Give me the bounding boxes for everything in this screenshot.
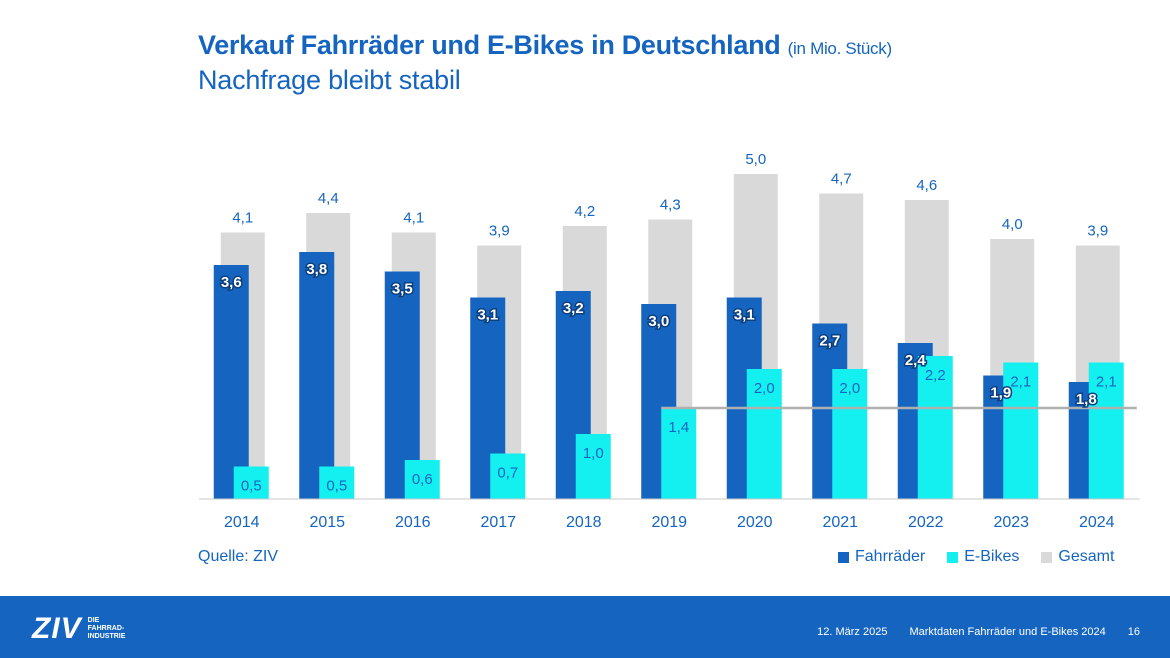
source-note: Quelle: ZIV [198,548,279,565]
x-tick-2021: 2021 [822,514,858,531]
label-gesamt-2021: 4,7 [831,171,852,188]
label-fahrraeder-2022: 2,4 [905,352,927,369]
label-ebikes-2024: 2,1 [1096,374,1117,391]
label-fahrraeder-2023: 1,9 [990,385,1011,402]
label-gesamt-2019: 4,3 [660,197,681,214]
bar-ebikes-2020 [746,369,782,499]
legend: Fahrräder E-Bikes Gesamt [838,548,1114,566]
label-fahrraeder-2015: 3,8 [306,261,327,278]
label-ebikes-2018: 1,0 [583,445,604,462]
x-tick-2023: 2023 [993,514,1029,531]
bar-ebikes-2022 [917,356,953,499]
label-fahrraeder-2016: 3,5 [392,281,413,298]
label-gesamt-2016: 4,1 [403,210,424,227]
bar-ebikes-2016 [404,460,440,499]
legend-item-fahrraeder: Fahrräder [838,548,925,566]
label-ebikes-2017: 0,7 [497,465,518,482]
label-ebikes-2016: 0,6 [412,471,433,488]
chart-title-unit: (in Mio. Stück) [787,39,892,58]
label-fahrraeder-2024: 1,8 [1076,391,1097,408]
bar-ebikes-2024 [1088,362,1124,499]
label-gesamt-2023: 4,0 [1002,216,1023,233]
logo-line-2: FAHRRAD- [87,625,125,632]
bar-ebikes-2017 [490,453,526,499]
bar-ebikes-2015 [319,466,355,499]
label-fahrraeder-2014: 3,6 [221,274,242,291]
x-tick-2020: 2020 [737,514,773,531]
legend-label-gesamt: Gesamt [1058,548,1115,565]
chart-subtitle: Nachfrage bleibt stabil [198,65,461,95]
legend-item-gesamt: Gesamt [1041,548,1114,566]
x-tick-2015: 2015 [309,514,345,531]
legend-label-ebikes: E-Bikes [964,548,1020,565]
x-tick-2018: 2018 [566,514,602,531]
label-gesamt-2024: 3,9 [1087,223,1108,240]
x-tick-2022: 2022 [908,514,944,531]
x-tick-2024: 2024 [1079,514,1115,531]
bar-fahrraeder-2014 [213,265,249,499]
legend-label-fahrraeder: Fahrräder [855,548,926,565]
label-ebikes-2020: 2,0 [754,380,775,397]
x-tick-2016: 2016 [395,514,431,531]
label-fahrraeder-2018: 3,2 [563,300,584,317]
page-number: 16 [1127,626,1140,638]
label-ebikes-2014: 0,5 [241,478,262,495]
label-fahrraeder-2017: 3,1 [477,307,498,324]
label-gesamt-2020: 5,0 [745,151,766,168]
bar-ebikes-2023 [1003,362,1039,499]
ziv-logo: ZIV DIE FAHRRAD- INDUSTRIE [32,612,125,646]
footer-bar: ZIV DIE FAHRRAD- INDUSTRIE 12. März 2025… [0,596,1170,658]
label-fahrraeder-2021: 2,7 [819,333,840,350]
logo-mark: ZIV [32,612,82,645]
bar-ebikes-2021 [832,369,868,499]
footer-date: 12. März 2025 [817,626,888,638]
bar-ebikes-2014 [233,466,269,499]
label-ebikes-2019: 1,4 [668,419,689,436]
logo-text: DIE FAHRRAD- INDUSTRIE [88,617,126,641]
legend-swatch-fahrraeder [838,551,849,563]
x-tick-2017: 2017 [480,514,516,531]
chart-title-text: Verkauf Fahrräder und E-Bikes in Deutsch… [198,30,781,60]
bar-ebikes-2019 [661,408,697,499]
logo-line-3: INDUSTRIE [87,633,126,640]
logo-line-1: DIE [87,617,100,624]
title-block: Verkauf Fahrräder und E-Bikes in Deutsch… [198,30,892,96]
chart-title: Verkauf Fahrräder und E-Bikes in Deutsch… [198,30,892,61]
x-tick-2019: 2019 [651,514,687,531]
footer-doc-title: Marktdaten Fahrräder und E-Bikes 2024 [909,626,1106,638]
bar-ebikes-2018 [575,434,611,499]
legend-swatch-gesamt [1041,551,1053,563]
label-ebikes-2023: 2,1 [1010,374,1031,391]
label-fahrraeder-2020: 3,1 [734,307,755,324]
legend-swatch-ebikes [947,551,959,563]
label-gesamt-2018: 4,2 [574,203,595,220]
bar-chart: 4,1 3,6 0,5 2014 4,4 3,8 0,5 2015 4,1 3,5 0,6 2016 3… [199,151,1140,531]
label-fahrraeder-2019: 3,0 [648,313,669,330]
x-tick-2014: 2014 [224,514,260,531]
label-ebikes-2015: 0,5 [326,478,347,495]
legend-item-ebikes: E-Bikes [947,548,1019,566]
label-gesamt-2014: 4,1 [232,210,253,227]
bar-fahrraeder-2015 [299,252,335,499]
label-ebikes-2022: 2,2 [925,367,946,384]
label-gesamt-2015: 4,4 [318,190,339,207]
label-gesamt-2017: 3,9 [489,223,510,240]
label-ebikes-2021: 2,0 [839,380,860,397]
footer-info: 12. März 2025 Marktdaten Fahrräder und E… [817,626,1140,638]
label-gesamt-2022: 4,6 [916,177,937,194]
